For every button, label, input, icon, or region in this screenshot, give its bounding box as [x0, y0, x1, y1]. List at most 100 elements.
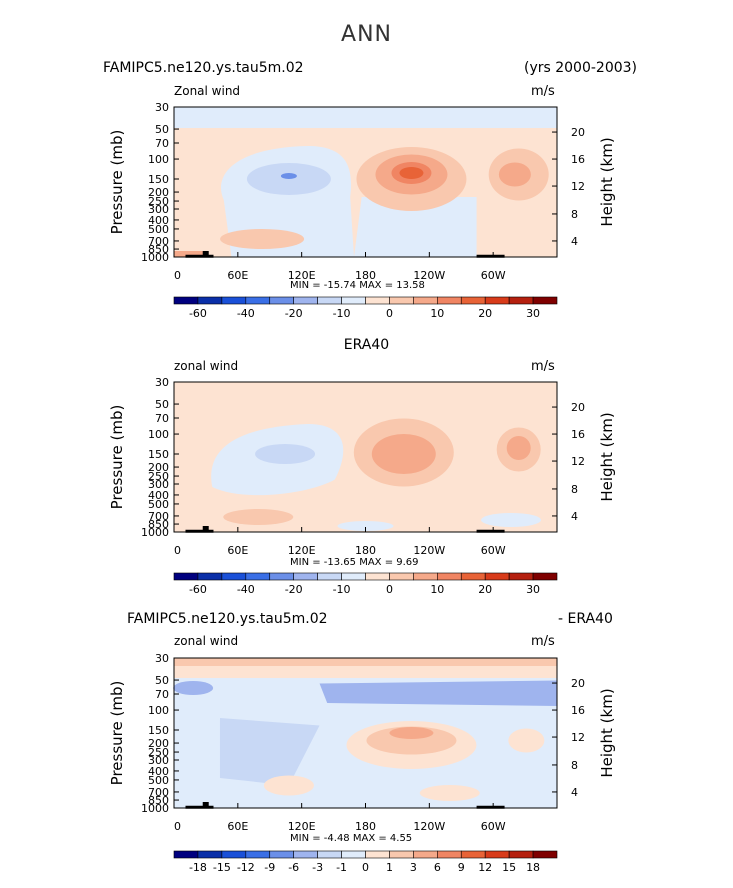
colorbar-label: -60 [189, 583, 207, 596]
field-pos-e [508, 728, 545, 753]
colorbar-label: -10 [333, 307, 351, 320]
field-jet-e-core [506, 436, 531, 460]
panel-1: Zonal wind m/s305070100150200250300400500… [108, 84, 616, 320]
field-low-pos [223, 509, 294, 525]
y-tick-label: 150 [148, 173, 169, 186]
x-tick-label: 0 [174, 544, 181, 557]
panel3-right-title: - ERA40 [558, 611, 613, 627]
y2-tick-label: 16 [571, 428, 585, 441]
stats-label: MIN = -13.65 MAX = 9.69 [290, 557, 419, 568]
field-sfc-neg-e [481, 513, 542, 527]
colorbar-label: -9 [264, 861, 275, 874]
y-axis-label: Pressure (mb) [108, 681, 126, 786]
y2-tick-label: 20 [571, 401, 585, 414]
y2-tick-label: 12 [571, 455, 585, 468]
y-tick-label: 400 [148, 765, 169, 778]
y2-tick-label: 20 [571, 126, 585, 139]
y2-tick-label: 20 [571, 677, 585, 690]
y2-tick-label: 12 [571, 180, 585, 193]
y-tick-label: 30 [155, 652, 169, 665]
y-tick-label: 400 [148, 214, 169, 227]
colorbar-label: 12 [478, 861, 492, 874]
y-tick-label: 850 [148, 243, 169, 256]
colorbar-cell [341, 296, 366, 305]
y-tick-label: 200 [148, 186, 169, 199]
field-pos-nh-core [389, 727, 434, 739]
y2-tick-label: 16 [571, 153, 585, 166]
colorbar-label: 0 [362, 861, 369, 874]
field-jet-e-core [498, 162, 531, 187]
x-tick-label: 60E [227, 269, 248, 282]
y2-tick-label: 4 [571, 786, 578, 799]
colorbar-label: -20 [285, 583, 303, 596]
colorbar-label: -15 [213, 861, 231, 874]
field-neg-band [319, 680, 557, 706]
y-tick-label: 500 [148, 223, 169, 236]
x-tick-label: 120E [288, 820, 316, 833]
colorbar-cell [293, 296, 318, 305]
colorbar-label: -20 [285, 307, 303, 320]
y-tick-label: 850 [148, 794, 169, 807]
colorbar-cell [532, 850, 558, 859]
field-sfc-neg [337, 521, 394, 531]
y-tick-label: 100 [148, 153, 169, 166]
x-tick-label: 0 [174, 820, 181, 833]
colorbar-cell [484, 850, 510, 859]
y-tick-label: 50 [155, 674, 169, 687]
x-tick-label: 120W [413, 269, 445, 282]
topography-bar-e [476, 529, 505, 533]
colorbar-cell [173, 850, 199, 859]
field-neg-mid [219, 718, 320, 786]
colorbar-cell [365, 296, 390, 305]
colorbar-cell [532, 572, 558, 581]
units-label: m/s [531, 359, 555, 374]
field-top-band [174, 658, 557, 666]
colorbar-cell [389, 850, 414, 859]
units-label: m/s [531, 84, 555, 99]
colorbar-cell [269, 572, 294, 581]
colorbar-label: 18 [526, 861, 540, 874]
panel1-right-title: (yrs 2000-2003) [524, 60, 638, 76]
colorbar-label: 3 [410, 861, 417, 874]
colorbar-cell [293, 572, 318, 581]
colorbar-cell [413, 572, 438, 581]
field-jet-nh-core [399, 167, 424, 179]
colorbar-cell [317, 572, 342, 581]
field-jet-sh [255, 444, 316, 464]
topography-peak [202, 802, 209, 807]
y-axis-label: Pressure (mb) [108, 130, 126, 235]
y-tick-label: 70 [155, 412, 169, 425]
colorbar-label: -40 [237, 583, 255, 596]
y2-tick-label: 8 [571, 483, 578, 496]
colorbar-cell [197, 296, 223, 305]
colorbar-cell [173, 572, 199, 581]
topography-peak [202, 251, 209, 256]
colorbar-cell [317, 296, 342, 305]
colorbar-label: 9 [458, 861, 465, 874]
topography-bar-e [476, 254, 505, 258]
y-tick-label: 700 [148, 235, 169, 248]
topography-bar [185, 805, 214, 809]
colorbar-cell [413, 296, 438, 305]
y2-tick-label: 4 [571, 510, 578, 523]
figure-title: ANN [341, 22, 392, 47]
colorbar-label: 30 [526, 583, 540, 596]
y-tick-label: 250 [148, 470, 169, 483]
x-tick-label: 60W [481, 269, 506, 282]
x-tick-label: 120W [413, 820, 445, 833]
colorbar-label: -1 [336, 861, 347, 874]
y-axis-label: Pressure (mb) [108, 405, 126, 510]
x-tick-label: 120E [288, 269, 316, 282]
topography-bar [185, 529, 214, 533]
panel-3: zonal wind m/s305070100150200250300400500… [108, 634, 616, 874]
y-tick-label: 300 [148, 203, 169, 216]
y2-tick-label: 4 [571, 235, 578, 248]
colorbar-cell [413, 850, 438, 859]
colorbar-label: -12 [237, 861, 255, 874]
colorbar-cell [317, 850, 342, 859]
y-tick-label: 1000 [141, 251, 169, 264]
panel1-left-title: FAMIPC5.ne120.ys.tau5m.02 [103, 60, 304, 76]
y2-axis-label: Height (km) [598, 412, 616, 501]
y2-axis-label: Height (km) [598, 137, 616, 226]
x-tick-label: 180 [355, 269, 376, 282]
